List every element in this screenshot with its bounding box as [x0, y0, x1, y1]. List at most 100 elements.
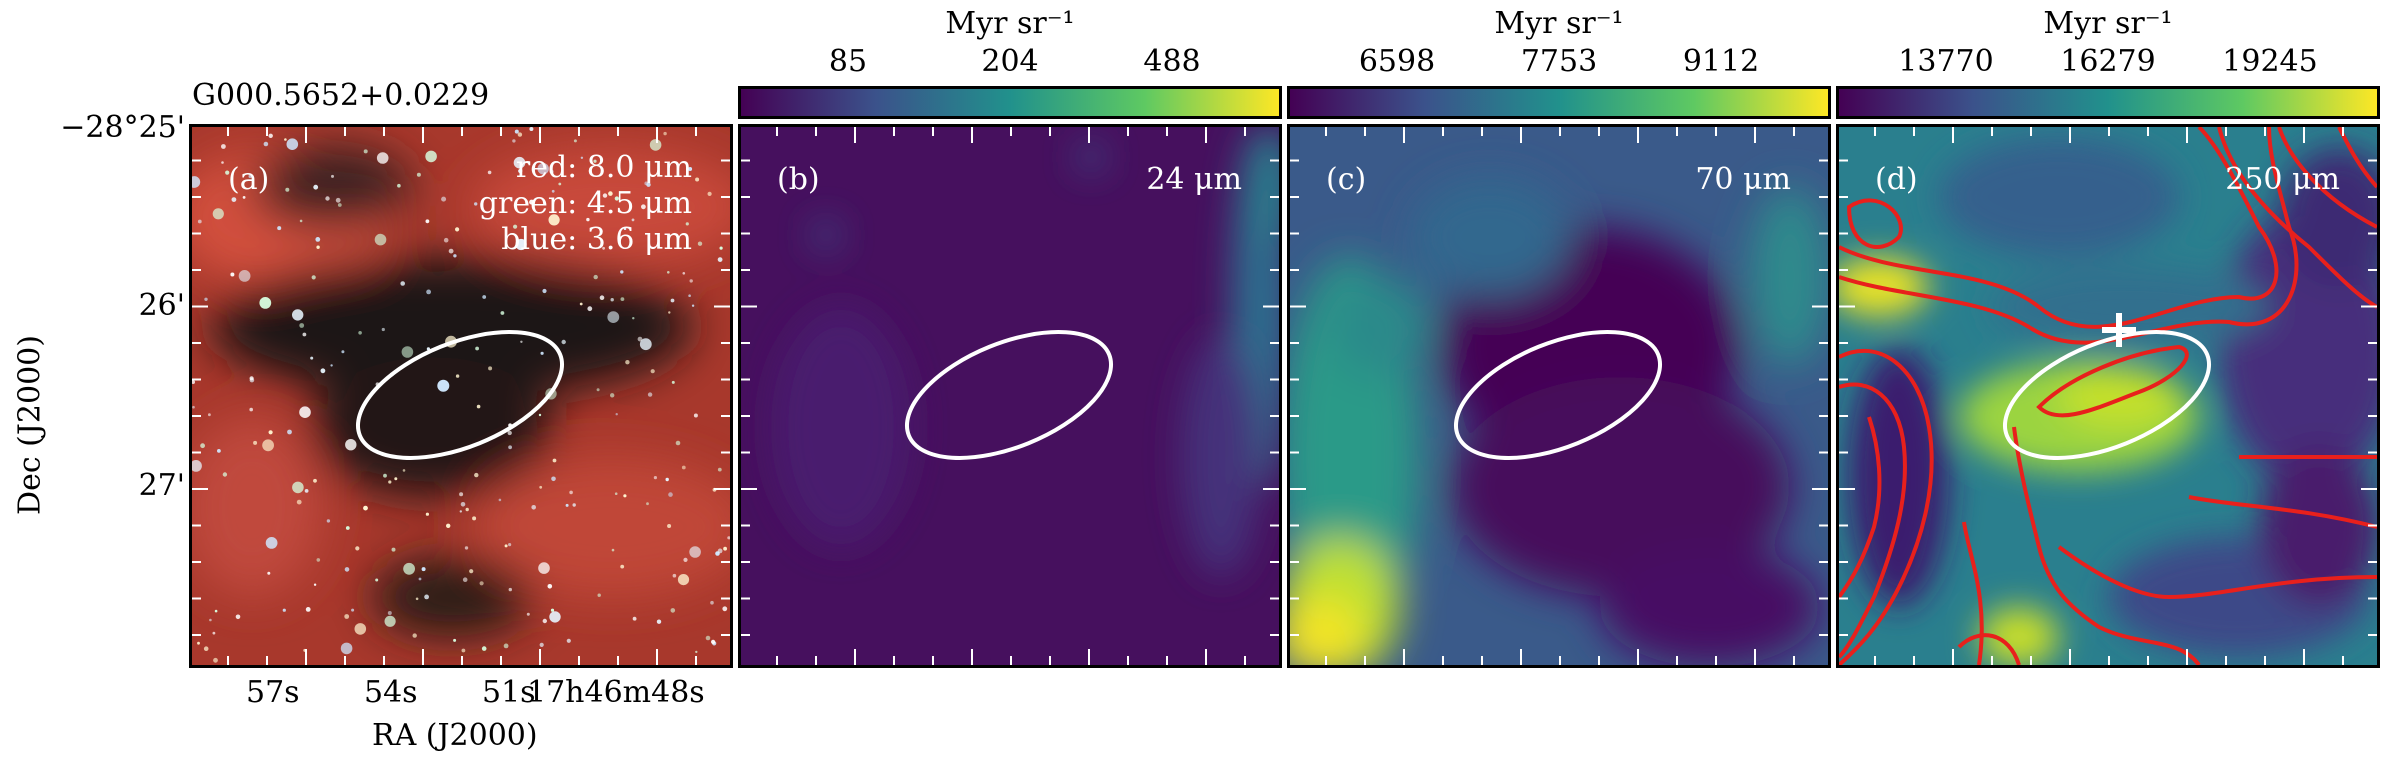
- star: [341, 350, 345, 354]
- star: [469, 569, 474, 574]
- star: [549, 169, 554, 174]
- star: [672, 573, 677, 578]
- star: [639, 338, 652, 351]
- star: [632, 317, 635, 320]
- star: [547, 584, 553, 589]
- star: [311, 275, 316, 280]
- dec-tick-label: 26': [138, 288, 185, 323]
- star: [475, 346, 479, 351]
- star: [263, 141, 269, 147]
- star: [460, 502, 466, 507]
- star: [249, 407, 253, 412]
- star: [212, 631, 216, 635]
- star: [299, 406, 311, 419]
- star: [285, 187, 290, 192]
- star: [472, 516, 477, 521]
- star: [446, 523, 451, 528]
- star: [459, 510, 462, 513]
- star: [203, 646, 209, 651]
- star: [388, 480, 392, 484]
- star: [561, 339, 566, 345]
- star: [597, 593, 601, 597]
- star: [238, 270, 251, 282]
- colorbar-tick-label: 488: [1143, 44, 1201, 79]
- star: [344, 567, 350, 572]
- star: [316, 245, 320, 249]
- legend-red: red: 8.0 μm: [515, 150, 692, 185]
- star: [292, 309, 304, 321]
- panel-d-250um-image: [1836, 124, 2380, 668]
- star: [208, 413, 211, 417]
- star: [565, 503, 569, 507]
- star: [235, 614, 241, 620]
- star: [586, 217, 590, 222]
- star: [320, 368, 326, 374]
- panel-b-24um-image: [738, 124, 1282, 668]
- star: [397, 183, 401, 188]
- star: [593, 159, 597, 163]
- star: [514, 129, 519, 134]
- colorbar-unit: Myr sr⁻¹: [2043, 6, 2173, 41]
- star: [526, 612, 530, 616]
- star: [717, 548, 723, 554]
- star: [548, 214, 560, 226]
- star: [299, 219, 303, 223]
- star: [482, 295, 487, 299]
- star: [691, 304, 695, 307]
- y-axis-label: Dec (J2000): [12, 335, 48, 515]
- star: [192, 405, 195, 409]
- star: [610, 298, 614, 302]
- star: [572, 503, 576, 507]
- star: [394, 477, 398, 481]
- star: [580, 156, 584, 159]
- star: [625, 360, 630, 365]
- star: [531, 505, 536, 510]
- star: [517, 132, 523, 137]
- star: [448, 248, 454, 254]
- star: [204, 297, 208, 301]
- star: [681, 465, 686, 470]
- star: [465, 507, 469, 512]
- ra-tick-label: 17h46m48s: [527, 675, 705, 710]
- star: [552, 458, 557, 463]
- star: [355, 546, 360, 551]
- star: [623, 227, 627, 230]
- star: [265, 537, 278, 549]
- star: [403, 562, 415, 575]
- star: [425, 219, 430, 224]
- star: [331, 174, 334, 178]
- star: [653, 476, 657, 480]
- star: [558, 182, 562, 186]
- star: [665, 477, 669, 482]
- star: [479, 581, 484, 586]
- star: [614, 196, 619, 201]
- star: [695, 650, 698, 654]
- star: [611, 548, 615, 552]
- legend-green: green: 4.5 μm: [478, 186, 692, 221]
- star: [326, 519, 331, 523]
- star: [647, 392, 653, 397]
- source-name: G000.5652+0.0229: [192, 78, 490, 113]
- star: [538, 413, 542, 417]
- star: [412, 633, 417, 638]
- star: [253, 440, 258, 445]
- star: [424, 594, 429, 600]
- star: [685, 222, 689, 226]
- star: [363, 149, 368, 154]
- star: [400, 281, 405, 286]
- ra-tick-label: 54s: [364, 675, 418, 710]
- star: [671, 380, 675, 384]
- star: [569, 490, 573, 495]
- star: [508, 587, 512, 592]
- star: [213, 657, 218, 663]
- star: [426, 289, 431, 295]
- star: [358, 331, 362, 335]
- star: [668, 492, 673, 497]
- colorbar-tick-label: 16279: [2060, 44, 2156, 79]
- star: [296, 499, 302, 505]
- star: [313, 478, 317, 483]
- panel-d-band: 250 μm: [2225, 162, 2340, 197]
- star: [344, 614, 350, 619]
- star: [287, 429, 292, 435]
- star: [508, 543, 512, 547]
